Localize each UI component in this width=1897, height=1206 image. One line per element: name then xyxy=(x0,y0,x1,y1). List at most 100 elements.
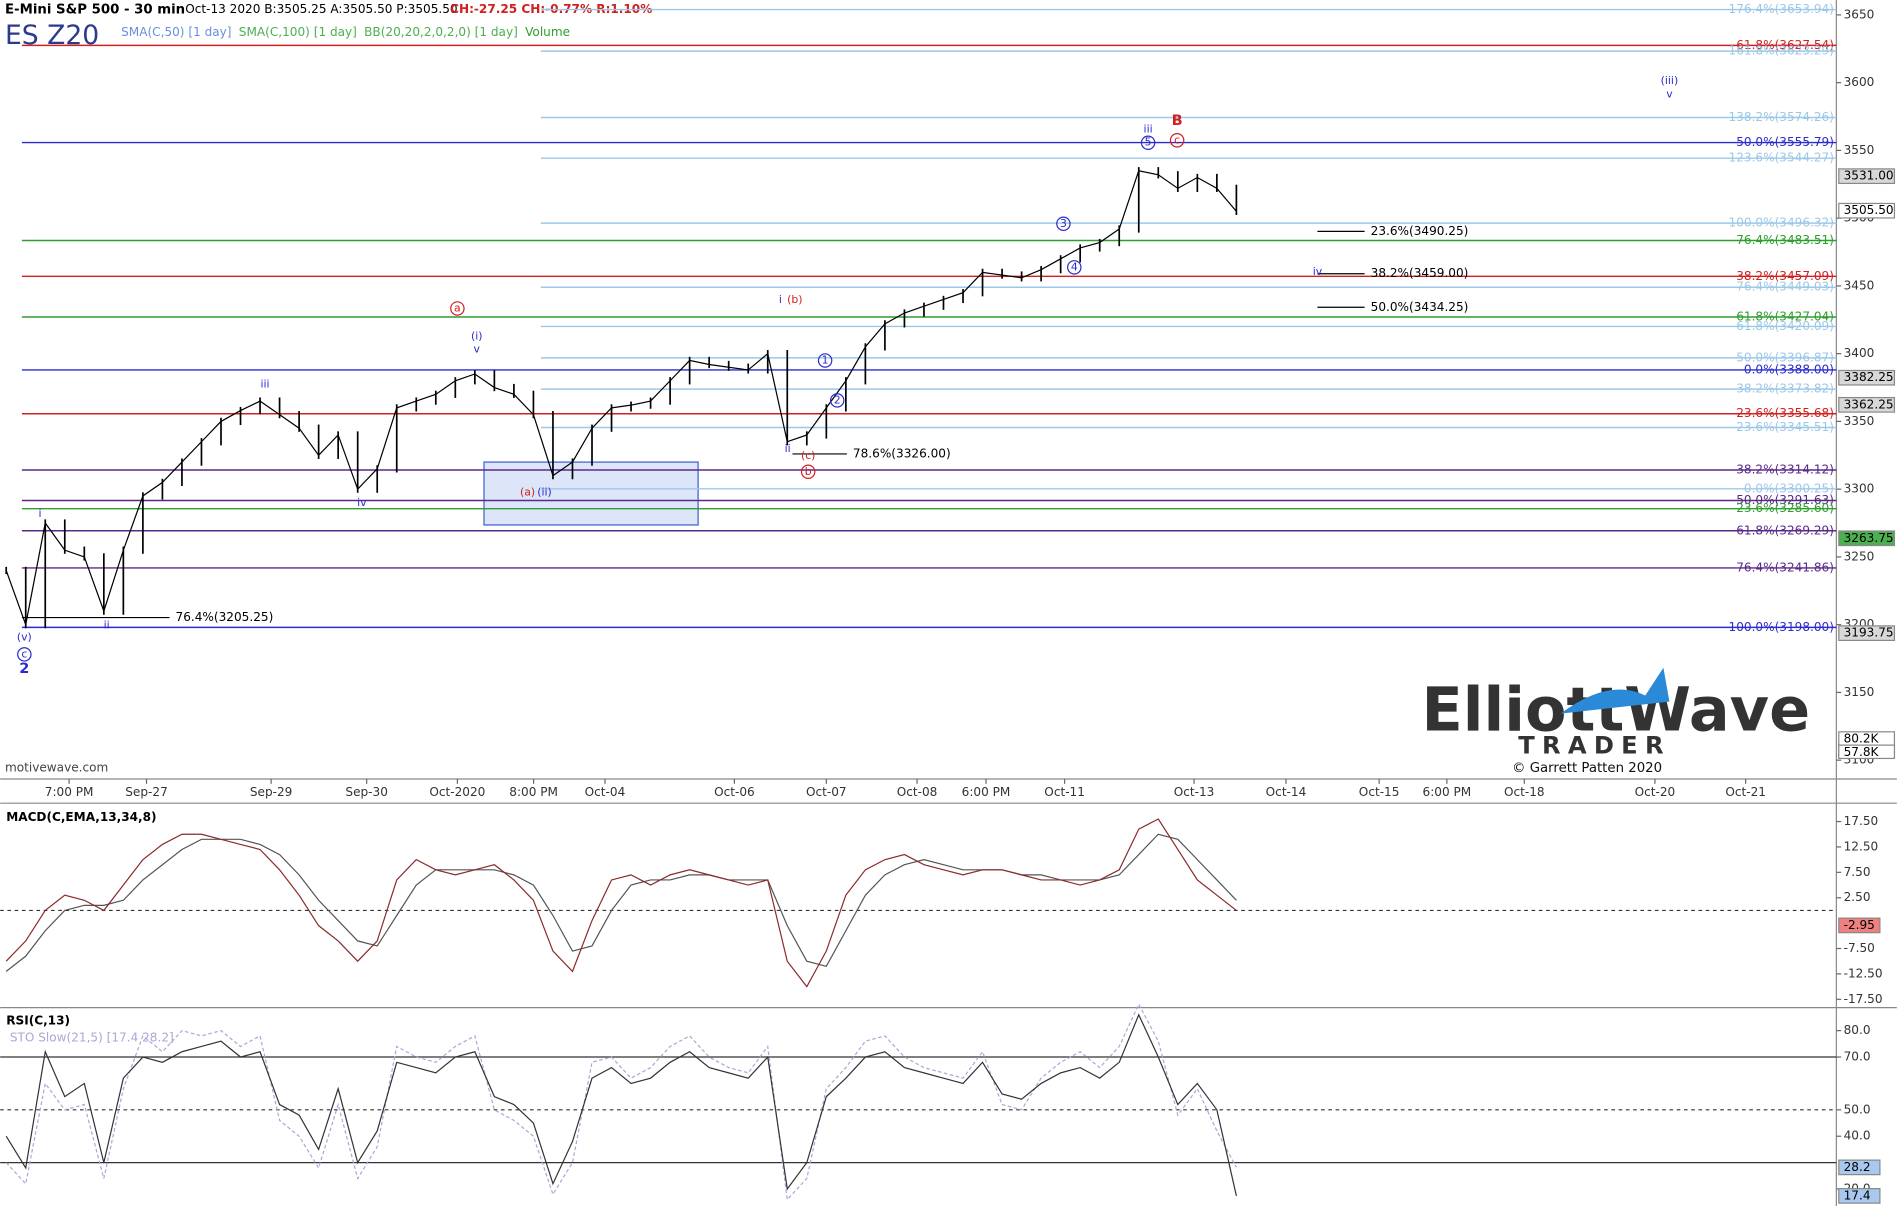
wave-label: 4 xyxy=(1071,260,1078,273)
fib-label: 38.2%(3373.82) xyxy=(1736,382,1834,396)
y-tick-label: 3150 xyxy=(1844,685,1875,699)
x-tick-label: Oct-06 xyxy=(714,785,755,799)
price-tag xyxy=(1838,369,1896,386)
price-tag-label: 3362.25 xyxy=(1844,397,1894,411)
indicator-label: Volume xyxy=(525,25,570,39)
wave-label: v xyxy=(474,343,481,356)
x-tick-label: Oct-07 xyxy=(806,785,847,799)
wave-circle xyxy=(1056,216,1071,232)
wave-label: 2 xyxy=(19,661,29,677)
y-tick-label: -7.50 xyxy=(1844,941,1875,955)
wave-label: ii xyxy=(785,442,791,455)
indicator-label: SMA(C,50) [1 day] xyxy=(121,25,231,39)
wave-label: (c) xyxy=(801,449,815,462)
logo: ElliottWave xyxy=(1421,675,1810,745)
x-tick-label: Oct-15 xyxy=(1359,785,1400,799)
quote: Oct-13 2020 B:3505.25 A:3505.50 P:3505.5… xyxy=(185,2,457,16)
fib-label: 100.0%(3198.00) xyxy=(1729,620,1834,634)
fib-label: 123.6%(3544.27) xyxy=(1729,151,1834,165)
wave-circle xyxy=(817,353,833,368)
y-tick-label: 7.50 xyxy=(1844,865,1871,879)
x-tick-label: 6:00 PM xyxy=(962,785,1011,799)
fib-label: 61.8%(3427.04) xyxy=(1736,310,1834,324)
fib-label: 23.6%(3345.51) xyxy=(1736,420,1834,434)
wave-label: (b) xyxy=(787,293,802,306)
wave-label: i xyxy=(779,293,782,306)
wave-circle xyxy=(800,464,816,480)
x-tick-label: Oct-2020 xyxy=(429,785,485,799)
fib-label: 76.4%(3483.51) xyxy=(1736,233,1834,247)
y-tick-label: 80.0 xyxy=(1844,1023,1871,1037)
x-tick-label: Sep-27 xyxy=(125,785,167,799)
price-tag xyxy=(1838,168,1896,185)
indicator-line xyxy=(5,818,1237,988)
value-tag xyxy=(1838,917,1881,934)
wave-label: (v) xyxy=(17,630,32,643)
value-tag-label: 17.4 xyxy=(1844,1188,1871,1202)
y-tick-label: 3350 xyxy=(1844,414,1875,428)
wave-circle xyxy=(829,393,845,408)
credit: © Garrett Patten 2020 xyxy=(1512,761,1662,776)
indicator-line xyxy=(5,833,1237,972)
fib-label: 61.8%(3269.29) xyxy=(1736,523,1834,537)
x-tick-label: Oct-13 xyxy=(1174,785,1215,799)
y-tick-label: 3400 xyxy=(1844,346,1875,360)
wave-label: 2 xyxy=(834,393,841,406)
y-tick-label: 3600 xyxy=(1844,75,1875,89)
fib-label: 76.4%(3241.86) xyxy=(1736,560,1834,574)
wave-label: v xyxy=(1666,87,1673,100)
x-tick-label: 7:00 PM xyxy=(45,785,94,799)
fib-label: 50.0%(3555.79) xyxy=(1736,135,1834,149)
y-tick-label: -17.50 xyxy=(1844,992,1883,1006)
wave-circle xyxy=(1140,135,1156,150)
indicator-label: BB(20,20,2,0,2,0) [1 day] xyxy=(364,25,518,39)
wave-label: a xyxy=(454,301,461,314)
wave-label: 1 xyxy=(822,353,829,366)
wave-circle xyxy=(1067,260,1082,275)
price-tag xyxy=(1838,396,1896,413)
y-tick-label: 50.0 xyxy=(1844,1102,1871,1116)
wave-label: B xyxy=(1172,113,1183,129)
price-tag-label: 3505.50 xyxy=(1844,203,1894,217)
indicator-label: SMA(C,100) [1 day] xyxy=(239,25,357,39)
price-tag-label: 3193.75 xyxy=(1844,626,1894,640)
fib-label: 0.0%(3300.25) xyxy=(1744,481,1834,495)
y-tick-label: 3300 xyxy=(1844,482,1875,496)
wave-circle xyxy=(1169,133,1185,148)
x-tick-label: Oct-11 xyxy=(1044,785,1085,799)
rsi-subtitle: STO Slow(21,5) [17.4 28.2] xyxy=(10,1030,174,1044)
wave-circle xyxy=(17,647,32,662)
x-tick-label: Oct-21 xyxy=(1725,785,1766,799)
wave-label: c xyxy=(21,647,27,660)
x-tick-label: Oct-14 xyxy=(1266,785,1307,799)
wave-label: (a) xyxy=(520,485,535,498)
x-tick-label: Sep-29 xyxy=(250,785,293,799)
y-tick-label: 3250 xyxy=(1844,549,1875,563)
value-tag-label: 28.2 xyxy=(1844,1160,1871,1174)
y-tick-label: 70.0 xyxy=(1844,1050,1871,1064)
x-tick-label: Oct-20 xyxy=(1635,785,1676,799)
y-tick-label: 40.0 xyxy=(1844,1129,1871,1143)
fib-label: 78.6%(3326.00) xyxy=(853,446,951,460)
volume-tag xyxy=(1838,744,1896,760)
x-tick-label: Sep-30 xyxy=(345,785,388,799)
wave-label: ii xyxy=(104,618,110,631)
wave-label: (i) xyxy=(471,329,483,342)
y-tick-label: 3650 xyxy=(1844,7,1875,21)
y-tick-label: -12.50 xyxy=(1844,966,1883,980)
wave-label: iii xyxy=(261,378,270,391)
fib-label: 0.0%(3388.00) xyxy=(1744,362,1834,376)
y-tick-label: 3550 xyxy=(1844,143,1875,157)
logo-wave xyxy=(1560,667,1670,714)
x-tick-label: Oct-08 xyxy=(897,785,938,799)
fib-label: 76.4%(3449.03) xyxy=(1736,280,1834,294)
fib-label: 100.0%(3496.32) xyxy=(1729,216,1834,230)
x-tick-label: 6:00 PM xyxy=(1423,785,1472,799)
x-tick-label: Oct-04 xyxy=(585,785,626,799)
price-tag-label: 3531.00 xyxy=(1844,169,1894,183)
wave-label: 5 xyxy=(1145,136,1152,149)
symbol: ES Z20 xyxy=(5,20,99,51)
wave-label: c xyxy=(1174,133,1180,146)
